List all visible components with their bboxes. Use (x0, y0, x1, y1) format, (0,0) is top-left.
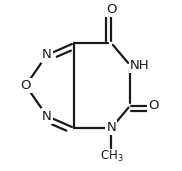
Text: CH$_3$: CH$_3$ (100, 149, 123, 164)
Text: O: O (149, 99, 159, 112)
Text: N: N (42, 110, 52, 123)
Text: N: N (106, 121, 116, 134)
Text: N: N (42, 48, 52, 61)
Text: NH: NH (130, 59, 150, 72)
Text: O: O (106, 3, 117, 16)
Text: O: O (20, 79, 31, 92)
